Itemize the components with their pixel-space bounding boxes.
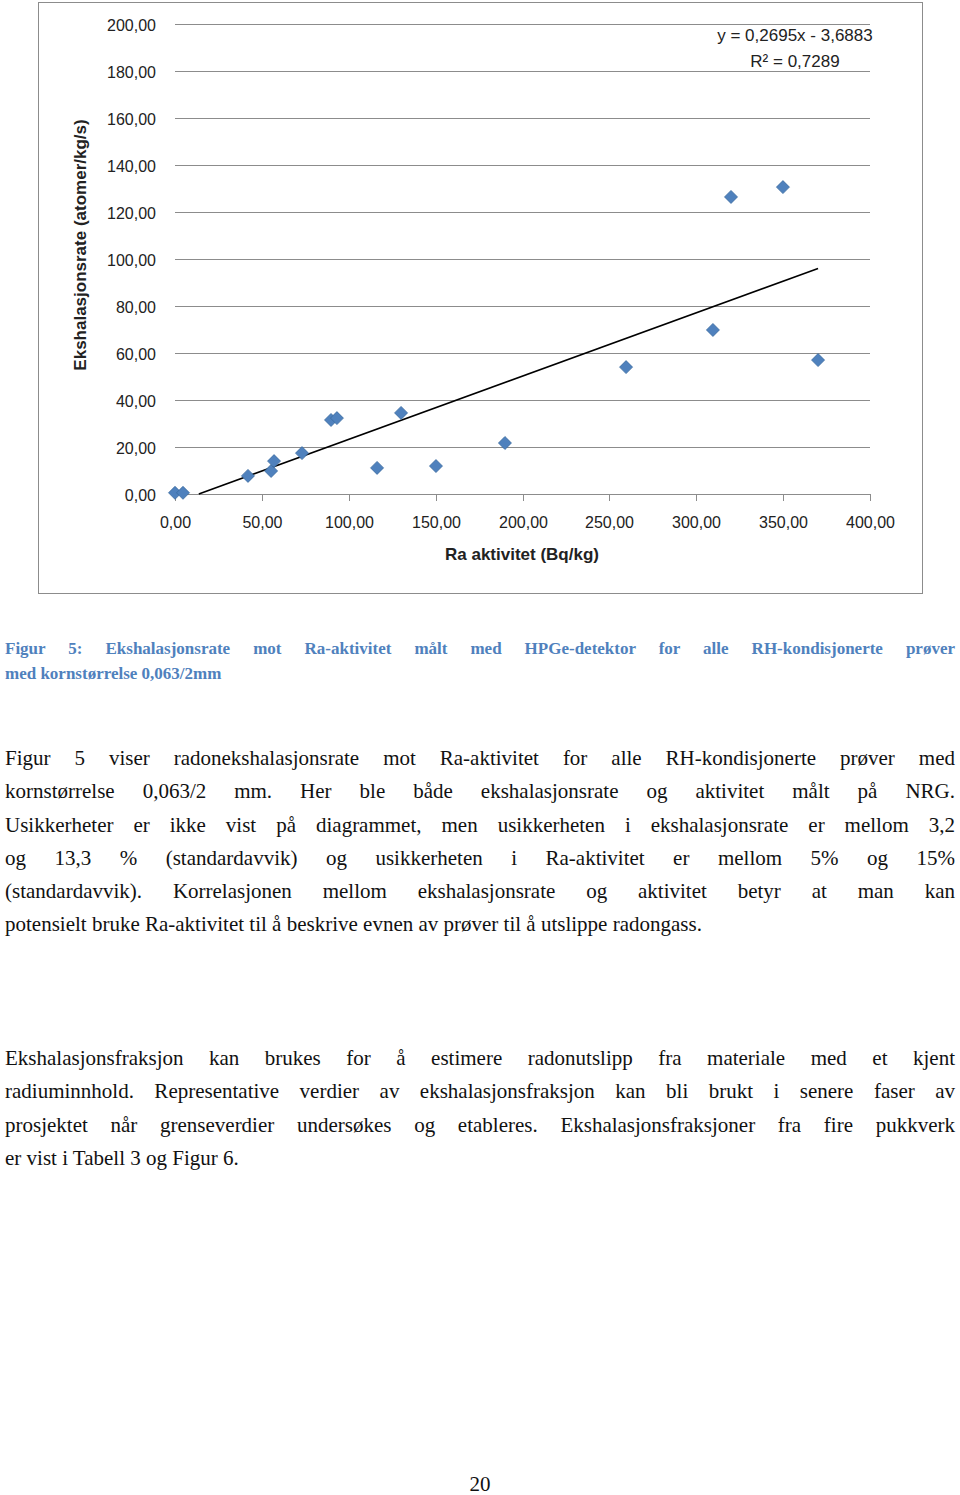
data-point	[429, 460, 442, 473]
text-line: Figur 5 viser radonekshalasjonsrate mot …	[5, 742, 955, 775]
page-number: 20	[0, 1472, 960, 1495]
text-line: og 13,3 % (standardavvik) og usikkerhete…	[5, 842, 955, 875]
paragraph: Figur 5 viser radonekshalasjonsrate mot …	[5, 742, 955, 942]
data-point	[330, 412, 343, 425]
trendline	[199, 268, 818, 494]
data-point	[725, 190, 738, 203]
text-line: potensielt bruke Ra-aktivitet til å besk…	[5, 908, 955, 941]
trendline-annotation: R² = 0,7289	[750, 52, 839, 71]
paragraph: Ekshalasjonsfraksjon kan brukes for å es…	[5, 1042, 955, 1175]
x-tick-label: 100,00	[325, 514, 374, 531]
data-point	[241, 469, 254, 482]
y-tick-label: 180,00	[107, 64, 156, 81]
x-tick-label: 250,00	[585, 514, 634, 531]
data-point	[296, 447, 309, 460]
grid-line	[175, 494, 870, 495]
x-tick	[349, 494, 350, 501]
x-tick-label: 0,00	[160, 514, 191, 531]
x-axis-title: Ra aktivitet (Bq/kg)	[445, 545, 599, 564]
grid-line	[175, 24, 870, 25]
x-tick	[262, 494, 263, 501]
caption-line: med kornstørrelse 0,063/2mm	[5, 661, 955, 686]
grid-line	[175, 447, 870, 448]
y-tick-label: 200,00	[107, 17, 156, 34]
text-line: (standardavvik). Korrelasjonen mellom ek…	[5, 875, 955, 908]
caption-line: Figur 5: Ekshalasjonsrate mot Ra-aktivit…	[5, 636, 955, 661]
y-tick-label: 20,00	[116, 440, 156, 457]
x-tick-label: 400,00	[846, 514, 895, 531]
x-tick-label: 150,00	[412, 514, 461, 531]
chart-frame	[39, 3, 923, 594]
data-point	[776, 181, 789, 194]
text-line: er vist i Tabell 3 og Figur 6.	[5, 1142, 955, 1175]
chart: 0,00 20,00 40,00 60,00 80,00 100,00 120,00 140,…	[0, 0, 960, 600]
text-line: Usikkerheter er ikke vist på diagrammet,…	[5, 809, 955, 842]
grid-line	[175, 306, 870, 307]
y-tick-label: 160,00	[107, 111, 156, 128]
x-tick	[783, 494, 784, 501]
figure-caption: Figur 5: Ekshalasjonsrate mot Ra-aktivit…	[5, 636, 955, 686]
text-line: Ekshalasjonsfraksjon kan brukes for å es…	[5, 1042, 955, 1075]
x-tick	[609, 494, 610, 501]
grid-line	[175, 400, 870, 401]
x-tick-label: 350,00	[759, 514, 808, 531]
y-axis-title: Ekshalasjonsrate (atomer/kg/s)	[71, 119, 90, 370]
text-line: kornstørrelse 0,063/2 mm. Her ble både e…	[5, 775, 955, 808]
data-point	[395, 406, 408, 419]
grid-line	[175, 71, 870, 72]
x-tick-label: 300,00	[672, 514, 721, 531]
text-line: prosjektet når grenseverdier undersøkes …	[5, 1109, 955, 1142]
grid-line	[175, 212, 870, 213]
x-tick-label: 200,00	[499, 514, 548, 531]
trendline-annotation: y = 0,2695x - 3,6883	[717, 26, 872, 45]
x-axis-line	[175, 494, 870, 495]
plot-area	[169, 181, 825, 500]
x-tick	[870, 494, 871, 501]
data-point	[620, 361, 633, 374]
y-tick-label: 80,00	[116, 299, 156, 316]
text-line: radiuminnhold. Representative verdier av…	[5, 1075, 955, 1108]
y-tick-label: 120,00	[107, 205, 156, 222]
y-tick-label: 100,00	[107, 252, 156, 269]
x-tick	[436, 494, 437, 501]
y-tick-label: 60,00	[116, 346, 156, 363]
data-point	[176, 486, 189, 499]
grid-line	[175, 118, 870, 119]
x-tick	[696, 494, 697, 501]
data-point	[706, 323, 719, 336]
grid-line	[175, 259, 870, 260]
data-point	[371, 461, 384, 474]
x-tick-label: 50,00	[242, 514, 282, 531]
data-point	[812, 354, 825, 367]
grid-line	[175, 353, 870, 354]
grid-line	[175, 165, 870, 166]
x-tick	[523, 494, 524, 501]
y-tick-label: 140,00	[107, 158, 156, 175]
y-tick-label: 0,00	[125, 487, 156, 504]
y-tick-label: 40,00	[116, 393, 156, 410]
data-point	[268, 455, 281, 468]
data-point	[498, 437, 511, 450]
